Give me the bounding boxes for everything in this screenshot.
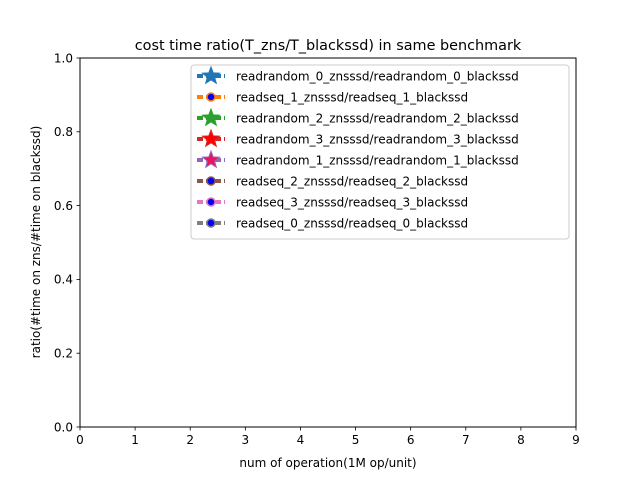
x-tick-label: 4 [297,433,305,447]
legend-entry: readseq_2_znsssd/readseq_2_blackssd [197,174,468,188]
legend-label: readrandom_2_znsssd/readrandom_2_blackss… [236,111,519,125]
y-axis: 0.0 0.2 0.4 0.6 0.8 1.0 [54,51,80,434]
legend-star-marker [201,107,221,127]
legend-label: readseq_0_znsssd/readseq_0_blackssd [236,216,468,230]
x-tick-label: 7 [462,433,470,447]
legend-entry: readrandom_0_znsssd/readrandom_0_blackss… [197,65,519,85]
legend-label: readrandom_0_znsssd/readrandom_0_blackss… [236,69,519,83]
legend-entry: readrandom_1_znsssd/readrandom_1_blackss… [197,149,519,169]
legend-frame [190,64,570,240]
x-tick-label: 0 [76,433,84,447]
y-tick-label: 0.4 [54,273,73,287]
legend-circle-marker [206,92,216,102]
legend-label: readseq_2_znsssd/readseq_2_blackssd [236,174,468,188]
plot-area [79,57,577,428]
legend-entry: readseq_1_znsssd/readseq_1_blackssd [197,90,468,104]
x-axis: 0 1 2 3 4 5 6 7 8 9 [76,427,580,447]
y-tick-label: 0.8 [54,125,73,139]
x-axis-label: num of operation(1M op/unit) [239,456,416,470]
legend-star-marker [201,149,221,169]
x-tick-label: 1 [131,433,139,447]
y-tick-label: 0.2 [54,347,73,361]
legend-circle-marker [206,197,216,207]
x-tick-label: 9 [572,433,580,447]
x-tick-label: 2 [186,433,194,447]
legend-entry: readseq_3_znsssd/readseq_3_blackssd [197,195,468,209]
y-tick-label: 0.0 [54,420,73,434]
legend-circle-marker [206,176,216,186]
legend-star-marker [201,128,221,148]
chart-title: cost time ratio(T_zns/T_blackssd) in sam… [135,38,522,54]
legend-star-marker [201,65,221,85]
legend-label: readrandom_3_znsssd/readrandom_3_blackss… [236,132,519,146]
legend-label: readseq_1_znsssd/readseq_1_blackssd [236,90,468,104]
y-tick-label: 0.6 [54,199,73,213]
x-tick-label: 6 [407,433,415,447]
legend: readrandom_0_znsssd/readrandom_0_blackss… [190,64,570,240]
legend-circle-marker [206,218,216,228]
y-axis-label: ratio(#time on zns/#time on blackssd) [29,126,43,359]
y-tick-label: 1.0 [54,51,73,65]
x-tick-label: 5 [352,433,360,447]
legend-entry: readrandom_3_znsssd/readrandom_3_blackss… [197,128,519,148]
legend-label: readseq_3_znsssd/readseq_3_blackssd [236,195,468,209]
legend-entry: readrandom_2_znsssd/readrandom_2_blackss… [197,107,519,127]
x-tick-label: 3 [242,433,250,447]
x-tick-label: 8 [517,433,525,447]
legend-entry: readseq_0_znsssd/readseq_0_blackssd [197,216,468,230]
legend-label: readrandom_1_znsssd/readrandom_1_blackss… [236,153,519,167]
